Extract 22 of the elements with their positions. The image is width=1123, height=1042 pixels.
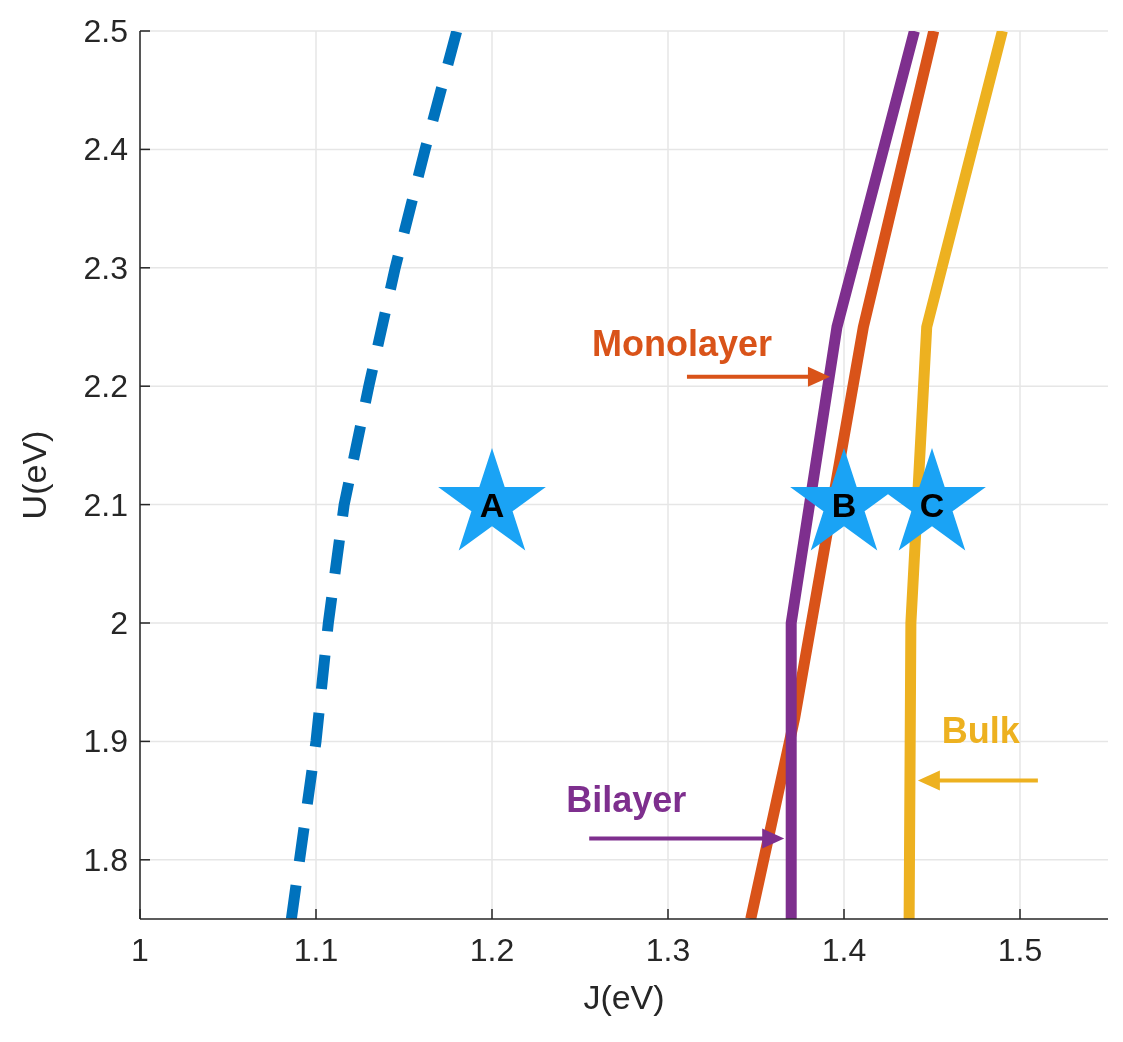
y-tick-label: 2.1 bbox=[83, 486, 128, 523]
y-axis-title: U(eV) bbox=[15, 430, 53, 520]
x-axis-title: J(eV) bbox=[583, 978, 665, 1016]
y-tick-label: 2.5 bbox=[83, 13, 128, 49]
data-label: B bbox=[831, 485, 857, 524]
y-tick-label: 1.8 bbox=[83, 841, 128, 878]
data-label: A bbox=[479, 485, 505, 524]
y-tick-label: 2.4 bbox=[83, 131, 128, 168]
x-tick-label: 1.5 bbox=[997, 932, 1043, 968]
x-tick-label: 1.3 bbox=[645, 932, 691, 968]
x-tick-label: 1.2 bbox=[469, 932, 515, 968]
annotation: Monolayer bbox=[591, 322, 772, 364]
annotation: Bulk bbox=[941, 710, 1021, 752]
y-tick-label: 1.9 bbox=[83, 723, 128, 760]
data-label: C bbox=[919, 485, 945, 524]
y-tick-label: 2 bbox=[110, 605, 128, 641]
y-tick-label: 2.3 bbox=[83, 249, 128, 286]
x-tick-label: 1 bbox=[131, 932, 149, 968]
y-tick-label: 2.2 bbox=[83, 368, 128, 405]
x-tick-label: 1.4 bbox=[821, 932, 867, 968]
annotation: Bilayer bbox=[566, 779, 687, 821]
x-tick-label: 1.1 bbox=[293, 932, 339, 968]
